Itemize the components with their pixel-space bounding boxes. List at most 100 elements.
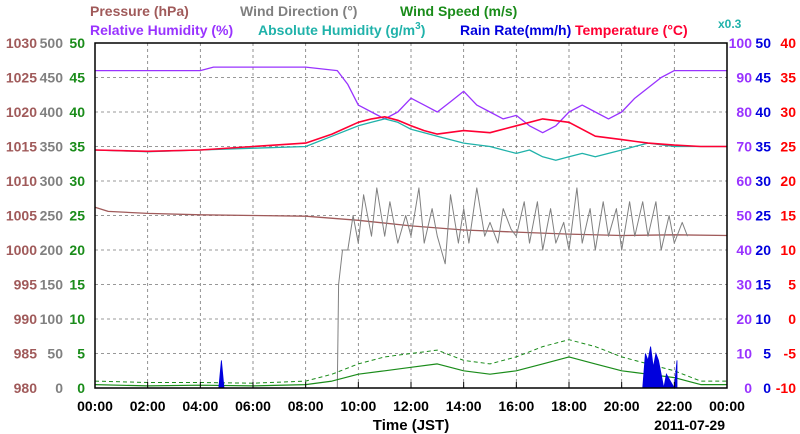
legend-relative-humidity: Relative Humidity (%) (90, 22, 233, 38)
x-tick-label: 00:00 (709, 398, 745, 414)
pressure-tick-label: 1005 (6, 208, 37, 224)
rain-rate-tick-label: 40 (755, 104, 771, 120)
relative-humidity-tick-label: 10 (736, 346, 752, 362)
x-tick-label: 20:00 (604, 398, 640, 414)
relative-humidity-tick-label: 20 (736, 311, 752, 327)
wind-speed-tick-label: 50 (69, 35, 85, 51)
series-absolute-humidity (94, 118, 727, 161)
relative-humidity-tick-label: 40 (736, 242, 752, 258)
y-axes: 1030102510201015101010051000995990985980… (6, 35, 796, 396)
pressure-tick-label: 1010 (6, 173, 37, 189)
rain-rate-tick-label: 0 (763, 380, 771, 396)
x-tick-label: 06:00 (235, 398, 271, 414)
wind-direction-tick-label: 150 (40, 277, 64, 293)
x-tick-label: 16:00 (498, 398, 534, 414)
x-tick-label: 08:00 (288, 398, 324, 414)
wind-direction-tick-label: 50 (47, 346, 63, 362)
temperature-tick-label: 40 (780, 35, 796, 51)
series-wind-speed (94, 356, 727, 387)
wind-direction-tick-label: 0 (55, 380, 63, 396)
temperature-tick-label: 25 (780, 139, 796, 155)
x-tick-label: 00:00 (77, 398, 113, 414)
pressure-tick-label: 1025 (6, 70, 37, 86)
x-tick-label: 14:00 (446, 398, 482, 414)
pressure-tick-label: 1020 (6, 104, 37, 120)
wind-direction-tick-label: 250 (40, 208, 64, 224)
date-label: 2011-07-29 (654, 417, 725, 433)
pressure-tick-label: 1000 (6, 242, 37, 258)
temperature-tick-label: -5 (784, 346, 797, 362)
temperature-tick-label: 30 (780, 104, 796, 120)
plot-grid (95, 43, 727, 388)
wind-speed-tick-label: 40 (69, 104, 85, 120)
legend-wind-direction: Wind Direction (°) (240, 3, 357, 19)
x-axis-label: Time (JST) (373, 417, 449, 434)
plot-area (94, 66, 728, 390)
rain-rate-tick-label: 20 (755, 242, 771, 258)
relative-humidity-tick-label: 30 (736, 277, 752, 293)
wind-direction-tick-label: 100 (40, 311, 64, 327)
wind-speed-tick-label: 15 (69, 277, 85, 293)
pressure-tick-label: 980 (14, 380, 38, 396)
rain-rate-tick-label: 35 (755, 139, 771, 155)
relative-humidity-tick-label: 100 (729, 35, 753, 51)
x-tick-label: 10:00 (340, 398, 376, 414)
pressure-tick-label: 1015 (6, 139, 37, 155)
legend-absolute-humidity-sup: 3 (415, 21, 421, 32)
wind-speed-tick-label: 5 (77, 346, 85, 362)
legend-pressure: Pressure (hPa) (90, 3, 189, 19)
rain-rate-tick-label: 30 (755, 173, 771, 189)
wind-speed-tick-label: 20 (69, 242, 85, 258)
x-tick-label: 12:00 (393, 398, 429, 414)
wind-speed-tick-label: 35 (69, 139, 85, 155)
temperature-tick-label: -10 (776, 380, 796, 396)
series-temperature (94, 116, 727, 153)
wind-speed-tick-label: 0 (77, 380, 85, 396)
pressure-tick-label: 995 (14, 277, 38, 293)
wind-direction-tick-label: 300 (40, 173, 64, 189)
legend-rain-rate: Rain Rate(mm/h) (460, 22, 571, 38)
rain-rate-tick-label: 45 (755, 70, 771, 86)
rain-rate-tick-label: 50 (755, 35, 771, 51)
wind-direction-tick-label: 450 (40, 70, 64, 86)
legend-wind-speed: Wind Speed (m/s) (400, 3, 517, 19)
x-tick-label: 22:00 (656, 398, 692, 414)
series-pressure (94, 206, 728, 237)
wind-speed-tick-label: 25 (69, 208, 85, 224)
series-wind-direction (95, 187, 688, 389)
relative-humidity-tick-label: 70 (736, 139, 752, 155)
temperature-tick-label: 5 (788, 277, 796, 293)
wind-speed-tick-label: 45 (69, 70, 85, 86)
wind-direction-tick-label: 400 (40, 104, 64, 120)
x-tick-label: 04:00 (182, 398, 218, 414)
plot-frame (94, 42, 728, 389)
temperature-tick-label: 15 (780, 208, 796, 224)
legend-absolute-humidity: Absolute Humidity (g/m3) (258, 21, 425, 38)
x-axis: 00:00 02:00 04:00 06:00 08:00 10:00 12:00 14:00… (77, 382, 745, 414)
relative-humidity-tick-label: 0 (744, 380, 752, 396)
temperature-tick-label: 10 (780, 242, 796, 258)
series-relative-humidity (95, 66, 727, 134)
chart-legend: Pressure (hPa) Wind Direction (°) Wind S… (90, 3, 742, 38)
temperature-tick-label: 20 (780, 173, 796, 189)
legend-absolute-humidity-post: ) (421, 22, 426, 38)
wind-direction-tick-label: 350 (40, 139, 64, 155)
wind-direction-tick-label: 200 (40, 242, 64, 258)
temperature-tick-label: 0 (788, 311, 796, 327)
rain-rate-tick-label: 25 (755, 208, 771, 224)
x-tick-label: 02:00 (130, 398, 166, 414)
temperature-tick-label: 35 (780, 70, 796, 86)
pressure-tick-label: 985 (14, 346, 38, 362)
legend-temperature: Temperature (°C) (575, 22, 688, 38)
wind-speed-tick-label: 10 (69, 311, 85, 327)
relative-humidity-tick-label: 50 (736, 208, 752, 224)
rain-rate-tick-label: 15 (755, 277, 771, 293)
relative-humidity-tick-label: 60 (736, 173, 752, 189)
legend-multiplier: x0.3 (718, 17, 742, 31)
wind-direction-tick-label: 500 (40, 35, 64, 51)
pressure-tick-label: 990 (14, 311, 38, 327)
x-tick-label: 18:00 (551, 398, 587, 414)
relative-humidity-tick-label: 90 (736, 70, 752, 86)
rain-rate-tick-label: 5 (763, 346, 771, 362)
